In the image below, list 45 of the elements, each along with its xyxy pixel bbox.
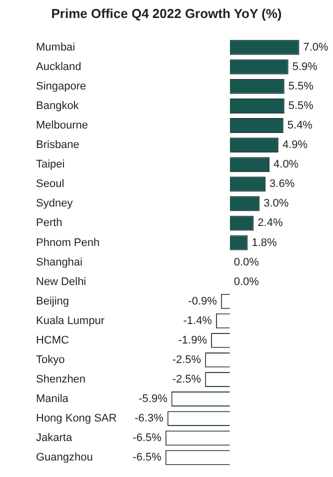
data-label: -1.4% [183,314,212,327]
data-label: 5.5% [288,80,314,92]
y-tick-label: Singapore [36,80,86,92]
y-tick-label: Phnom Penh [36,236,100,249]
data-label: 0.0% [234,256,260,268]
y-tick-label: Shanghai [36,256,82,268]
data-label: 2.4% [258,217,283,230]
y-tick-label: Perth [36,217,62,230]
y-tick-label: Auckland [36,60,82,73]
y-tick-label: Kuala Lumpur [36,314,105,327]
y-tick-label: Tokyo [36,354,65,366]
data-label: 3.0% [264,198,289,210]
y-tick-label: Jakarta [36,432,73,444]
y-tick-label: Bangkok [36,100,80,112]
data-label: -6.5% [132,452,162,464]
y-tick-label: Seoul [36,178,64,190]
y-tick-label: Taipei [36,158,65,171]
data-label: -5.9% [138,393,168,406]
data-label: 0.0% [234,276,260,288]
data-label: -6.5% [132,432,162,444]
data-label: 7.0% [303,41,329,54]
y-tick-label: Shenzhen [36,374,86,386]
y-tick-label: Brisbane [36,139,80,152]
data-label: 5.4% [287,120,313,132]
y-tick-label: HCMC [36,334,70,346]
y-tick-label: Hong Kong SAR [36,412,117,425]
data-label: -2.5% [172,374,202,386]
y-tick-label: Beijing [36,295,70,308]
data-label: -2.5% [172,354,202,366]
y-tick-label: New Delhi [36,276,86,288]
y-tick-label: Guangzhou [36,452,93,464]
data-label: -1.9% [178,334,208,346]
data-label: -0.9% [188,295,218,308]
y-tick-label: Melbourne [36,120,88,132]
data-label: 1.8% [252,236,277,249]
y-tick-label: Sydney [36,198,74,210]
data-label: 4.0% [274,158,299,171]
chart-title: Prime Office Q4 2022 Growth YoY (%) [50,6,283,23]
data-label: 5.9% [292,60,318,73]
data-label: 4.9% [282,139,308,152]
data-label: 5.5% [288,100,314,112]
y-tick-label: Manila [36,393,70,406]
y-tick-label: Mumbai [36,41,76,54]
data-label: -6.3% [134,412,164,425]
data-label: 3.6% [270,178,295,190]
